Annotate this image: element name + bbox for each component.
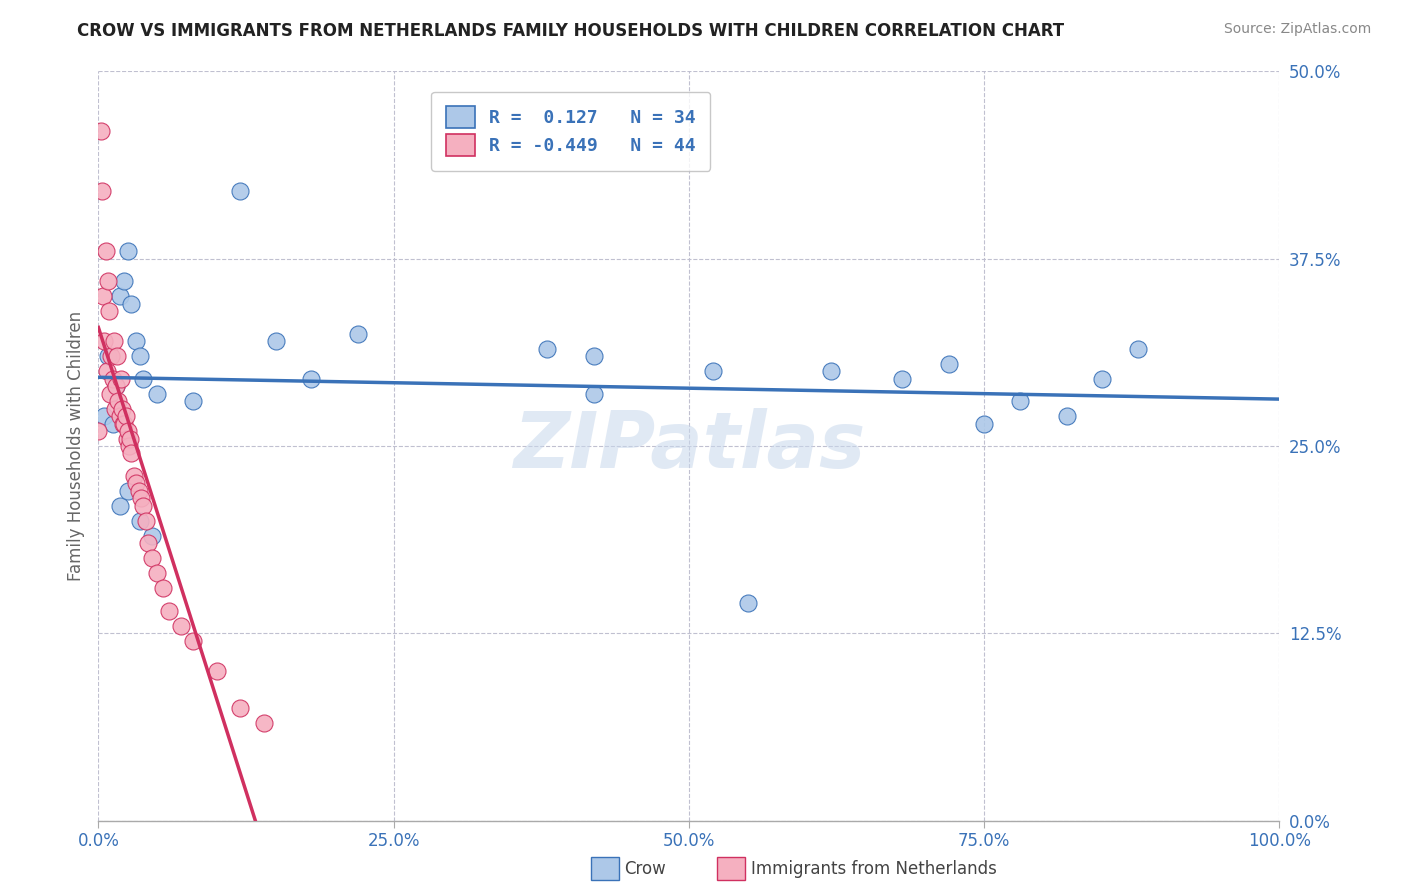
Point bbox=[583, 386, 606, 401]
Point bbox=[132, 371, 155, 385]
Point bbox=[146, 566, 169, 581]
Point bbox=[973, 417, 995, 431]
Point bbox=[737, 596, 759, 610]
Point bbox=[128, 514, 150, 528]
Point bbox=[264, 334, 287, 348]
Legend: R =  0.127   N = 34, R = -0.449   N = 44: R = 0.127 N = 34, R = -0.449 N = 44 bbox=[432, 92, 710, 171]
Point bbox=[347, 326, 370, 341]
Point bbox=[229, 184, 252, 198]
Point bbox=[115, 432, 138, 446]
Point bbox=[181, 633, 204, 648]
Point bbox=[132, 499, 155, 513]
Point bbox=[117, 244, 139, 259]
Point bbox=[157, 604, 180, 618]
Point bbox=[105, 349, 128, 363]
Point bbox=[93, 334, 115, 348]
Point bbox=[121, 446, 143, 460]
Point bbox=[93, 409, 115, 423]
Point bbox=[125, 476, 148, 491]
Point bbox=[702, 364, 724, 378]
Point bbox=[122, 469, 145, 483]
Point bbox=[146, 386, 169, 401]
Point bbox=[105, 379, 128, 393]
Point bbox=[938, 357, 960, 371]
Point bbox=[820, 364, 842, 378]
Point bbox=[136, 536, 159, 550]
Point bbox=[890, 371, 912, 385]
Point bbox=[117, 424, 139, 438]
Point bbox=[96, 364, 118, 378]
Point bbox=[98, 386, 121, 401]
Point bbox=[152, 582, 174, 596]
Point bbox=[121, 296, 143, 310]
Point bbox=[1091, 371, 1114, 385]
Point bbox=[97, 349, 120, 363]
Y-axis label: Family Households with Children: Family Households with Children bbox=[66, 311, 84, 581]
Point bbox=[141, 551, 163, 566]
Point bbox=[104, 401, 127, 416]
Text: CROW VS IMMIGRANTS FROM NETHERLANDS FAMILY HOUSEHOLDS WITH CHILDREN CORRELATION : CROW VS IMMIGRANTS FROM NETHERLANDS FAMI… bbox=[77, 22, 1064, 40]
Point bbox=[536, 342, 558, 356]
Point bbox=[1126, 342, 1149, 356]
Point bbox=[112, 417, 135, 431]
Point bbox=[91, 184, 114, 198]
Point bbox=[87, 424, 110, 438]
Point bbox=[97, 274, 120, 288]
Point bbox=[229, 701, 252, 715]
Point bbox=[108, 499, 131, 513]
Point bbox=[128, 483, 150, 498]
Point bbox=[253, 716, 276, 731]
Text: Crow: Crow bbox=[624, 860, 666, 878]
Text: ZIPatlas: ZIPatlas bbox=[513, 408, 865, 484]
Point bbox=[112, 274, 135, 288]
Point bbox=[135, 514, 157, 528]
Point bbox=[110, 371, 132, 385]
Point bbox=[90, 124, 112, 138]
Point bbox=[112, 417, 135, 431]
Point bbox=[118, 439, 141, 453]
Point bbox=[129, 491, 152, 506]
Point bbox=[128, 349, 150, 363]
Point bbox=[108, 409, 131, 423]
Text: Immigrants from Netherlands: Immigrants from Netherlands bbox=[751, 860, 997, 878]
Point bbox=[103, 334, 125, 348]
Point bbox=[125, 334, 148, 348]
Point bbox=[117, 483, 139, 498]
Point bbox=[101, 417, 124, 431]
Point bbox=[583, 349, 606, 363]
Point bbox=[299, 371, 322, 385]
Point bbox=[107, 394, 129, 409]
Text: Source: ZipAtlas.com: Source: ZipAtlas.com bbox=[1223, 22, 1371, 37]
Point bbox=[181, 394, 204, 409]
Point bbox=[170, 619, 193, 633]
Point bbox=[111, 401, 134, 416]
Point bbox=[105, 379, 128, 393]
Point bbox=[100, 349, 122, 363]
Point bbox=[120, 432, 142, 446]
Point bbox=[141, 529, 163, 543]
Point bbox=[1056, 409, 1078, 423]
Point bbox=[94, 244, 117, 259]
Point bbox=[205, 664, 228, 678]
Point bbox=[91, 289, 114, 303]
Point bbox=[98, 304, 121, 318]
Point bbox=[108, 289, 131, 303]
Point bbox=[114, 409, 136, 423]
Point bbox=[1008, 394, 1031, 409]
Point bbox=[101, 371, 124, 385]
